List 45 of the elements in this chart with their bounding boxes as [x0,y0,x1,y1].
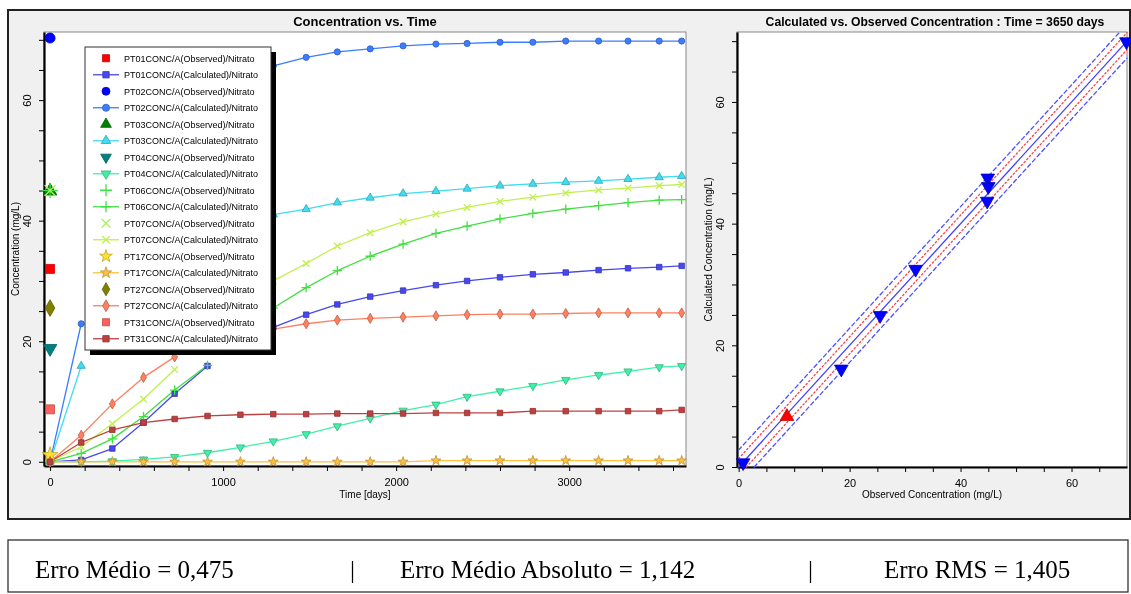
y-tick-label: 0 [21,459,33,466]
chart-title: Concentration vs. Time [293,14,437,29]
y-tick-label: 20 [21,335,33,348]
x-tick-label: 0 [736,477,743,490]
text: | [350,556,356,583]
legend-label: PT04CONC/A(Calculated)/Nitrato [124,169,259,180]
legend-label: PT31CONC/A(Observed)/Nitrato [124,317,255,328]
legend-label: PT31CONC/A(Calculated)/Nitrato [124,334,259,345]
chart-title: Calculated vs. Observed Concentration : Time = 3650 days [765,15,1105,29]
y-axis-title: Concentration (mg/L) [10,202,21,296]
legend-label: PT17CONC/A(Observed)/Nitrato [124,251,255,262]
y-tick-label: 20 [714,339,726,352]
legend-label: PT06CONC/A(Calculated)/Nitrato [124,202,259,213]
x-tick-label: 0 [47,476,54,489]
x-tick-label: 1000 [211,476,236,489]
x-axis-title: Observed Concentration (mg/L) [861,489,1003,500]
legend-label: PT03CONC/A(Observed)/Nitrato [124,119,255,130]
text: | [808,556,814,583]
legend-label: PT27CONC/A(Observed)/Nitrato [124,284,255,295]
y-tick-label: 40 [21,215,33,228]
x-tick-label: 40 [954,477,968,490]
y-tick-label: 0 [714,464,726,471]
y-tick-label: 60 [21,94,33,107]
text: Erro RMS = 1,405 [884,556,1071,583]
legend-label: PT17CONC/A(Calculated)/Nitrato [124,268,259,279]
y-tick-label: 60 [714,96,726,109]
legend-label: PT06CONC/A(Observed)/Nitrato [124,185,255,196]
legend-label: PT01CONC/A(Calculated)/Nitrato [124,70,259,81]
x-tick-label: 3000 [557,476,582,489]
x-tick-label: 2000 [384,476,409,489]
x-axis-title: Time [days] [339,489,391,500]
legend-label: PT07CONC/A(Calculated)/Nitrato [124,235,259,246]
y-tick-label: 40 [714,218,726,231]
text: Erro Médio = 0,475 [35,556,234,583]
legend-label: PT07CONC/A(Observed)/Nitrato [124,218,255,229]
legend-label: PT04CONC/A(Observed)/Nitrato [124,152,255,163]
y-axis-title: Calculated Concentration (mg/L) [703,177,714,322]
legend-label: PT27CONC/A(Calculated)/Nitrato [124,301,259,312]
text: Erro Médio Absoluto = 1,142 [400,556,696,583]
legend-label: PT02CONC/A(Observed)/Nitrato [124,86,255,97]
legend-label: PT01CONC/A(Observed)/Nitrato [124,53,255,64]
legend-label: PT02CONC/A(Calculated)/Nitrato [124,103,259,114]
x-tick-label: 60 [1065,477,1079,490]
x-tick-label: 20 [843,477,857,490]
legend-label: PT03CONC/A(Calculated)/Nitrato [124,136,259,147]
